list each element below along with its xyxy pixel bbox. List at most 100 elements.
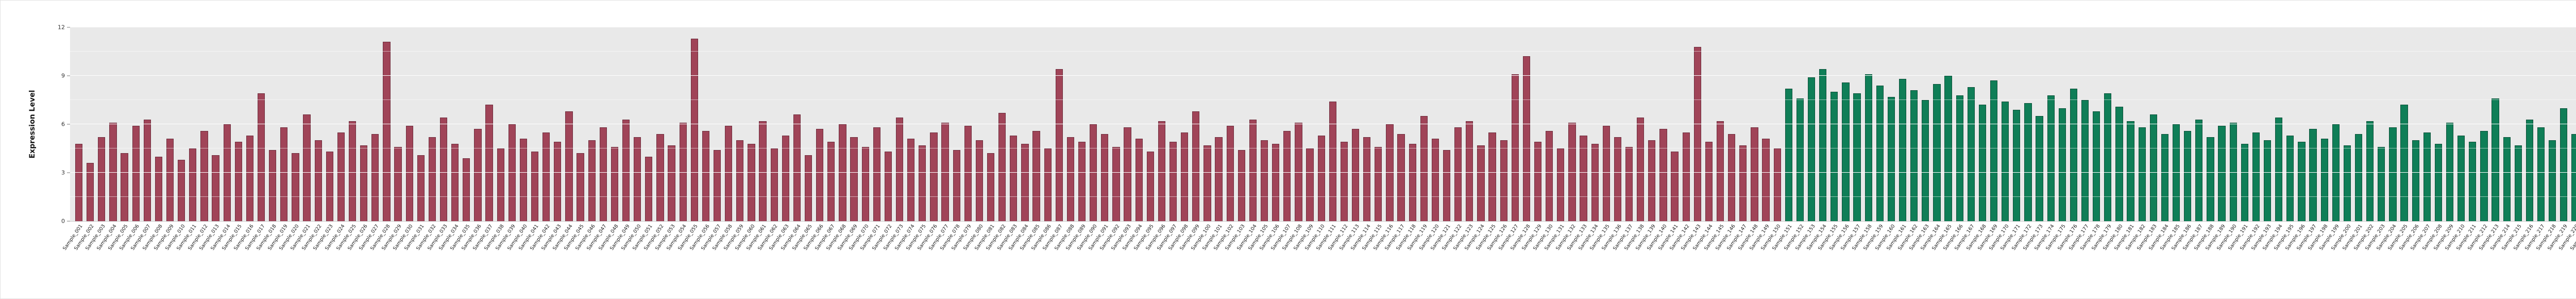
bar-column <box>825 27 837 221</box>
bar <box>1933 84 1941 221</box>
x-tick-cell: Sample_158 <box>1851 221 1874 291</box>
bar-column <box>1521 27 1532 221</box>
x-tick-cell: Sample_200 <box>2330 221 2353 291</box>
x-tick-cell: Sample_188 <box>2193 221 2216 291</box>
bar <box>121 153 128 221</box>
bar-column <box>1293 27 1304 221</box>
x-tick-cell: Sample_006 <box>118 221 142 291</box>
bar <box>1032 130 1040 221</box>
bar-column <box>575 27 586 221</box>
bar <box>736 140 744 221</box>
x-tick-cell: Sample_192 <box>2239 221 2262 291</box>
x-tick-cell: Sample_081 <box>974 221 996 291</box>
x-tick-cell: Sample_129 <box>1521 221 1544 291</box>
bar-column <box>2410 27 2421 221</box>
bar <box>531 152 539 221</box>
bar-column <box>1657 27 1669 221</box>
bar <box>2104 93 2112 221</box>
x-tick-cell: Sample_136 <box>1601 221 1623 291</box>
x-tick-cell: Sample_086 <box>1030 221 1054 291</box>
bar <box>405 126 413 221</box>
bar <box>964 126 972 221</box>
x-tick-cell: Sample_142 <box>1669 221 1692 291</box>
bar-column <box>461 27 472 221</box>
bar <box>428 137 436 221</box>
x-tick-cell: Sample_035 <box>449 221 472 291</box>
x-tick-cell: Sample_053 <box>654 221 677 291</box>
x-tick-cell: Sample_029 <box>381 221 404 291</box>
x-tick-cell: Sample_074 <box>894 221 917 291</box>
bar <box>1637 118 1645 221</box>
bar <box>2184 130 2192 221</box>
x-tick-cell: Sample_047 <box>586 221 609 291</box>
bar <box>1659 129 1667 221</box>
gridline <box>70 172 2576 173</box>
bar-column <box>427 27 438 221</box>
bar-column <box>393 27 404 221</box>
bar <box>2241 143 2248 221</box>
x-tick-cell: Sample_169 <box>1977 221 1999 291</box>
x-tick-cell: Sample_171 <box>1999 221 2022 291</box>
bar-column <box>472 27 483 221</box>
bar <box>987 153 995 221</box>
bar-column <box>883 27 894 221</box>
bar <box>1066 137 1075 221</box>
bar-column <box>1828 27 1840 221</box>
x-tick-cell: Sample_100 <box>1190 221 1213 291</box>
bar-column <box>723 27 734 221</box>
bar <box>1375 146 1382 221</box>
bar-column <box>814 27 825 221</box>
bar-column <box>529 27 540 221</box>
bar <box>155 156 163 221</box>
x-tick-cell: Sample_205 <box>2387 221 2410 291</box>
bar-column <box>84 27 96 221</box>
bar <box>1443 150 1451 221</box>
bar <box>1181 132 1189 221</box>
bar-column <box>1099 27 1110 221</box>
bar <box>1693 46 1701 221</box>
x-tick-cell: Sample_033 <box>427 221 449 291</box>
bar <box>2309 129 2317 221</box>
bar-column <box>2342 27 2353 221</box>
bar-column <box>335 27 347 221</box>
bar <box>2503 137 2511 221</box>
bar <box>2218 126 2226 221</box>
bar <box>2252 132 2260 221</box>
x-tick-cell: Sample_130 <box>1532 221 1555 291</box>
bar-column <box>2262 27 2273 221</box>
bar <box>212 155 219 221</box>
bar-column <box>1623 27 1635 221</box>
bar-column <box>324 27 335 221</box>
bar-column <box>620 27 632 221</box>
x-tick-cell: Sample_066 <box>803 221 825 291</box>
bar-column <box>654 27 666 221</box>
x-tick-cell: Sample_113 <box>1338 221 1361 291</box>
bar <box>2480 130 2488 221</box>
bar <box>1682 132 1690 221</box>
bar <box>439 118 448 221</box>
bar <box>2127 121 2134 221</box>
bar-column <box>1281 27 1293 221</box>
bar <box>1557 148 1565 221</box>
bar <box>1466 121 1473 221</box>
x-tick-cell: Sample_064 <box>780 221 803 291</box>
bar-column <box>2045 27 2057 221</box>
bar-column <box>1327 27 1338 221</box>
bar-column <box>1772 27 1783 221</box>
x-tick-cell: Sample_007 <box>130 221 153 291</box>
x-tick-cell: Sample_209 <box>2433 221 2455 291</box>
x-tick-cell: Sample_096 <box>1145 221 1167 291</box>
bar-column <box>803 27 814 221</box>
x-tick-cell: Sample_114 <box>1350 221 1372 291</box>
bar-column <box>552 27 563 221</box>
bar-column <box>2353 27 2364 221</box>
x-tick-cell: Sample_185 <box>2159 221 2182 291</box>
bar <box>1751 127 1758 221</box>
bar-column <box>1452 27 1464 221</box>
bar-column <box>871 27 883 221</box>
bar <box>1580 135 1587 221</box>
x-tick-cell: Sample_182 <box>2125 221 2148 291</box>
x-tick-cell: Sample_058 <box>711 221 734 291</box>
x-tick-cell: Sample_043 <box>540 221 563 291</box>
x-tick-cell: Sample_065 <box>791 221 814 291</box>
